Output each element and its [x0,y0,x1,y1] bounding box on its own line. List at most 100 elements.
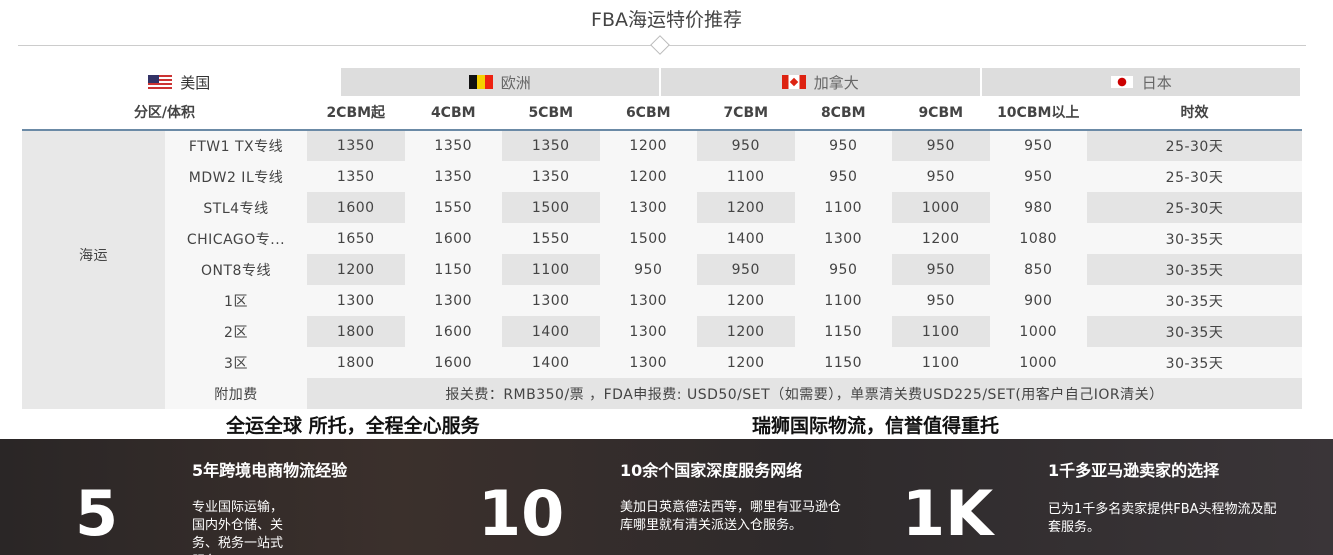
tab-canada[interactable]: 加拿大 [661,68,980,96]
price-cell: 1550 [502,223,600,254]
area-cell: 海运 [22,130,165,378]
section-title: FBA海运特价推荐 [591,9,742,31]
surcharge-label: 附加费 [165,378,307,409]
region-tabs: 美国 欧洲 加拿大 日本 [20,68,1300,96]
price-cell: 1200 [892,223,990,254]
price-cell: 1500 [502,192,600,223]
table-header-row: 分区/体积 2CBM起 4CBM 5CBM 6CBM 7CBM 8CBM 9CB… [22,96,1302,131]
price-cell: 1100 [892,316,990,347]
price-cell: 980 [989,192,1087,223]
stat-heading: 10余个国家深度服务网络 [620,461,803,480]
stat-number: 5 [75,477,119,550]
route-cell: 3区 [165,347,307,378]
route-cell: 2区 [165,316,307,347]
price-cell: 1650 [307,223,405,254]
price-cell: 950 [892,161,990,192]
diamond-ornament [650,35,670,55]
time-cell: 30-35天 [1087,254,1302,285]
price-cell: 1350 [404,161,502,192]
table-row: ONT8专线 1200 1150 1100 950 950 950 950 850 30-35天 [22,254,1302,285]
stat-number: 10 [478,477,565,550]
price-cell: 950 [989,130,1087,161]
time-cell: 25-30天 [1087,130,1302,161]
price-table: 分区/体积 2CBM起 4CBM 5CBM 6CBM 7CBM 8CBM 9CB… [22,96,1302,409]
price-cell: 1500 [599,223,697,254]
price-cell: 1200 [697,347,795,378]
route-cell: STL4专线 [165,192,307,223]
slogan-right: 瑞狮国际物流，信誉值得重托 [752,415,1000,437]
belgium-flag-icon [468,75,493,89]
price-cell: 1350 [404,130,502,161]
tab-europe[interactable]: 欧洲 [340,68,659,96]
price-cell: 1200 [697,192,795,223]
price-cell: 1350 [502,130,600,161]
price-cell: 950 [794,161,892,192]
price-cell: 1300 [307,285,405,316]
route-cell: 1区 [165,285,307,316]
stat-heading: 1千多亚马逊卖家的选择 [1048,461,1220,480]
price-cell: 1600 [404,316,502,347]
price-cell: 1400 [502,316,600,347]
area-cell-blank [22,378,165,409]
price-cell: 950 [697,130,795,161]
price-cell: 1800 [307,347,405,378]
tab-label: 加拿大 [813,73,859,92]
price-cell: 950 [892,254,990,285]
price-cell: 1300 [599,347,697,378]
price-cell: 1150 [404,254,502,285]
price-cell: 1600 [307,192,405,223]
stats-banner: 5 5年跨境电商物流经验 专业国际运输，国内外仓储、关务、税务一站式服务。 10… [0,439,1333,555]
route-cell: FTW1 TX专线 [165,130,307,161]
price-cell: 1200 [599,161,697,192]
stat-number: 1K [902,477,994,550]
price-cell: 1300 [599,285,697,316]
price-cell: 950 [892,285,990,316]
column-header: 5CBM [502,96,600,131]
table-row: 2区 1800 1600 1400 1300 1200 1150 1100 1000 30-35天 [22,316,1302,347]
tab-japan[interactable]: 日本 [981,68,1300,96]
column-header: 6CBM [599,96,697,131]
price-cell: 950 [892,130,990,161]
price-cell: 1100 [794,285,892,316]
price-cell: 1400 [697,223,795,254]
surcharge-row: 附加费 报关费：RMB350/票 ，FDA申报费: USD50/SET（如需要），… [22,378,1302,409]
time-cell: 30-35天 [1087,285,1302,316]
price-cell: 1350 [307,130,405,161]
price-cell: 950 [989,161,1087,192]
route-cell: ONT8专线 [165,254,307,285]
table-row: MDW2 IL专线 1350 1350 1350 1200 1100 950 950 950 25… [22,161,1302,192]
price-cell: 1600 [404,223,502,254]
price-cell: 1200 [697,285,795,316]
price-cell: 950 [794,254,892,285]
slogan-left: 全运全球 所托，全程全心服务 [226,415,480,437]
japan-flag-icon [1109,75,1134,89]
column-header: 4CBM [404,96,502,131]
table-row: 海运 FTW1 TX专线 1350 1350 1350 1200 950 950 950 950 2… [22,130,1302,378]
column-header: 分区/体积 [22,96,307,131]
price-cell: 1200 [307,254,405,285]
price-cell: 1400 [502,347,600,378]
price-cell: 950 [794,130,892,161]
column-header: 8CBM [794,96,892,131]
price-cell: 1300 [599,192,697,223]
price-cell: 1200 [599,130,697,161]
stat-heading: 5年跨境电商物流经验 [192,461,348,480]
stat-text: 已为1千多名卖家提供FBA头程物流及配套服务。 [1048,502,1277,535]
tab-label: 美国 [180,73,211,92]
time-cell: 30-35天 [1087,316,1302,347]
tab-label: 日本 [1141,73,1172,92]
stat-text: 专业国际运输，国内外仓储、关务、税务一站式服务。 [192,500,284,555]
slogan-bar: 全运全球 所托，全程全心服务 瑞狮国际物流，信誉值得重托 [0,411,1333,439]
price-cell: 1100 [892,347,990,378]
table-row: CHICAGO专... 1650 1600 1550 1500 1400 1300 1200 1… [22,223,1302,254]
price-cell: 1150 [794,347,892,378]
tab-label: 欧洲 [500,73,531,92]
price-cell: 1300 [599,316,697,347]
price-cell: 1350 [502,161,600,192]
table-row: STL4专线 1600 1550 1500 1300 1200 1100 1000 980 25-… [22,192,1302,223]
column-header: 10CBM以上 [989,96,1087,131]
price-cell: 1300 [404,285,502,316]
price-cell: 1550 [404,192,502,223]
price-cell: 1000 [989,316,1087,347]
tab-usa[interactable]: 美国 [20,68,339,96]
